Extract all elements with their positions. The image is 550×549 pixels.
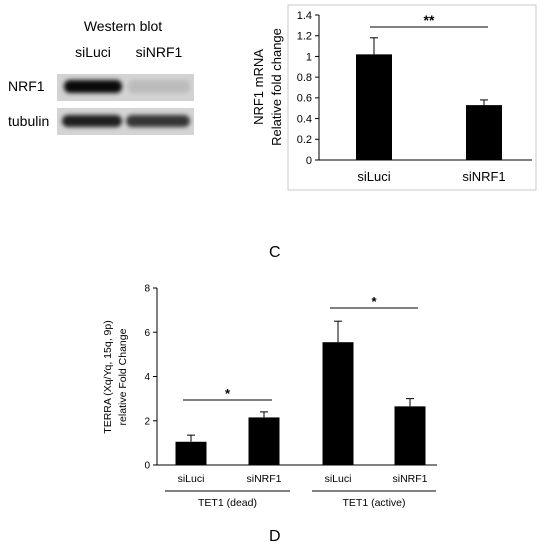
c1-y-tick-label: 0 bbox=[306, 155, 312, 167]
blot-strip-tubulin bbox=[57, 108, 194, 135]
chart2-ylabel-line1: TERRA (Xq/Yq, 15q, 9p) bbox=[102, 320, 114, 433]
blot-lane-label-siluci: siLuci bbox=[75, 44, 111, 60]
terra-chart: TERRA (Xq/Yq, 15q, 9p) relative Fold Cha… bbox=[102, 284, 437, 509]
c1-y-tick-label: 0.8 bbox=[297, 72, 312, 84]
chart1-ylabel-line1: NRF1 mRNA bbox=[251, 49, 266, 125]
c2-category-label: siLuci bbox=[178, 473, 205, 485]
chart1-y-axis: 0 0.2 0.4 0.6 0.8 1 1.2 1.4 bbox=[297, 10, 532, 167]
c2-category-label: siNRF1 bbox=[392, 473, 427, 485]
c1-y-tick-label: 0.4 bbox=[297, 113, 312, 125]
c1-bar bbox=[356, 54, 392, 160]
c1-y-tick-label: 0.6 bbox=[297, 93, 312, 105]
blot-row-label-tubulin: tubulin bbox=[8, 113, 49, 129]
chart2-bars bbox=[175, 320, 426, 465]
blot-band-tubulin-siluci bbox=[62, 115, 122, 127]
panel-label-d: D bbox=[269, 528, 281, 545]
blot-title: Western blot bbox=[84, 18, 162, 34]
c2-bar bbox=[248, 417, 280, 465]
c2-significance-label: * bbox=[225, 386, 231, 401]
c2-category-label: siNRF1 bbox=[246, 473, 281, 485]
c2-bar bbox=[394, 406, 426, 465]
chart2-category-labels: siLuci siNRF1 siLuci siNRF1 bbox=[178, 473, 428, 485]
c1-category-label: siLuci bbox=[357, 169, 390, 184]
blot-band-nrf1-siluci bbox=[64, 80, 122, 93]
chart1-bars bbox=[356, 37, 502, 160]
c1-y-tick-label: 1.4 bbox=[297, 10, 312, 22]
panel-label-c: C bbox=[269, 244, 281, 261]
c2-significance-label: * bbox=[371, 294, 377, 309]
chart1-ylabel-line2: Relative fold change bbox=[269, 28, 284, 146]
blot-lane-label-sinrf1: siNRF1 bbox=[136, 44, 183, 60]
blot-band-nrf1-sinrf1 bbox=[128, 80, 190, 93]
blot-strip-nrf1 bbox=[57, 74, 194, 101]
c2-bar bbox=[175, 441, 207, 465]
c1-significance-label: ** bbox=[424, 12, 435, 28]
chart1-significance: ** bbox=[370, 12, 488, 28]
c2-y-tick-label: 0 bbox=[144, 461, 150, 472]
c1-y-tick-label: 0.2 bbox=[297, 134, 312, 146]
c2-y-tick-label: 6 bbox=[144, 328, 150, 339]
c2-y-tick-label: 8 bbox=[144, 284, 150, 295]
c2-category-label: siLuci bbox=[325, 473, 352, 485]
chart2-ylabel-line2: relative Fold Change bbox=[117, 328, 129, 425]
chart1-frame bbox=[287, 4, 537, 191]
blot-band-tubulin-sinrf1 bbox=[126, 115, 190, 127]
chart1-category-labels: siLuci siNRF1 bbox=[357, 169, 505, 184]
c1-y-tick-label: 1.2 bbox=[297, 31, 312, 43]
nrf1-mrna-chart: NRF1 mRNA Relative fold change 0 0.2 0.4 0.… bbox=[251, 4, 537, 191]
c2-y-tick-label: 2 bbox=[144, 416, 150, 427]
c1-y-tick-label: 1 bbox=[306, 51, 312, 63]
blot-row-label-nrf1: NRF1 bbox=[8, 78, 45, 94]
western-blot-panel: Western blot siLuci siNRF1 NRF1 tubulin bbox=[8, 18, 194, 135]
chart2-significance: ** bbox=[183, 294, 418, 401]
c1-category-label: siNRF1 bbox=[462, 169, 505, 184]
c2-y-tick-label: 4 bbox=[144, 372, 150, 383]
chart2-group-labels: TET1 (dead) TET1 (active) bbox=[165, 490, 436, 509]
c1-bar bbox=[466, 105, 502, 160]
c2-group-label: TET1 (dead) bbox=[198, 497, 257, 509]
c2-bar bbox=[322, 342, 354, 465]
c2-group-label: TET1 (active) bbox=[342, 497, 405, 509]
